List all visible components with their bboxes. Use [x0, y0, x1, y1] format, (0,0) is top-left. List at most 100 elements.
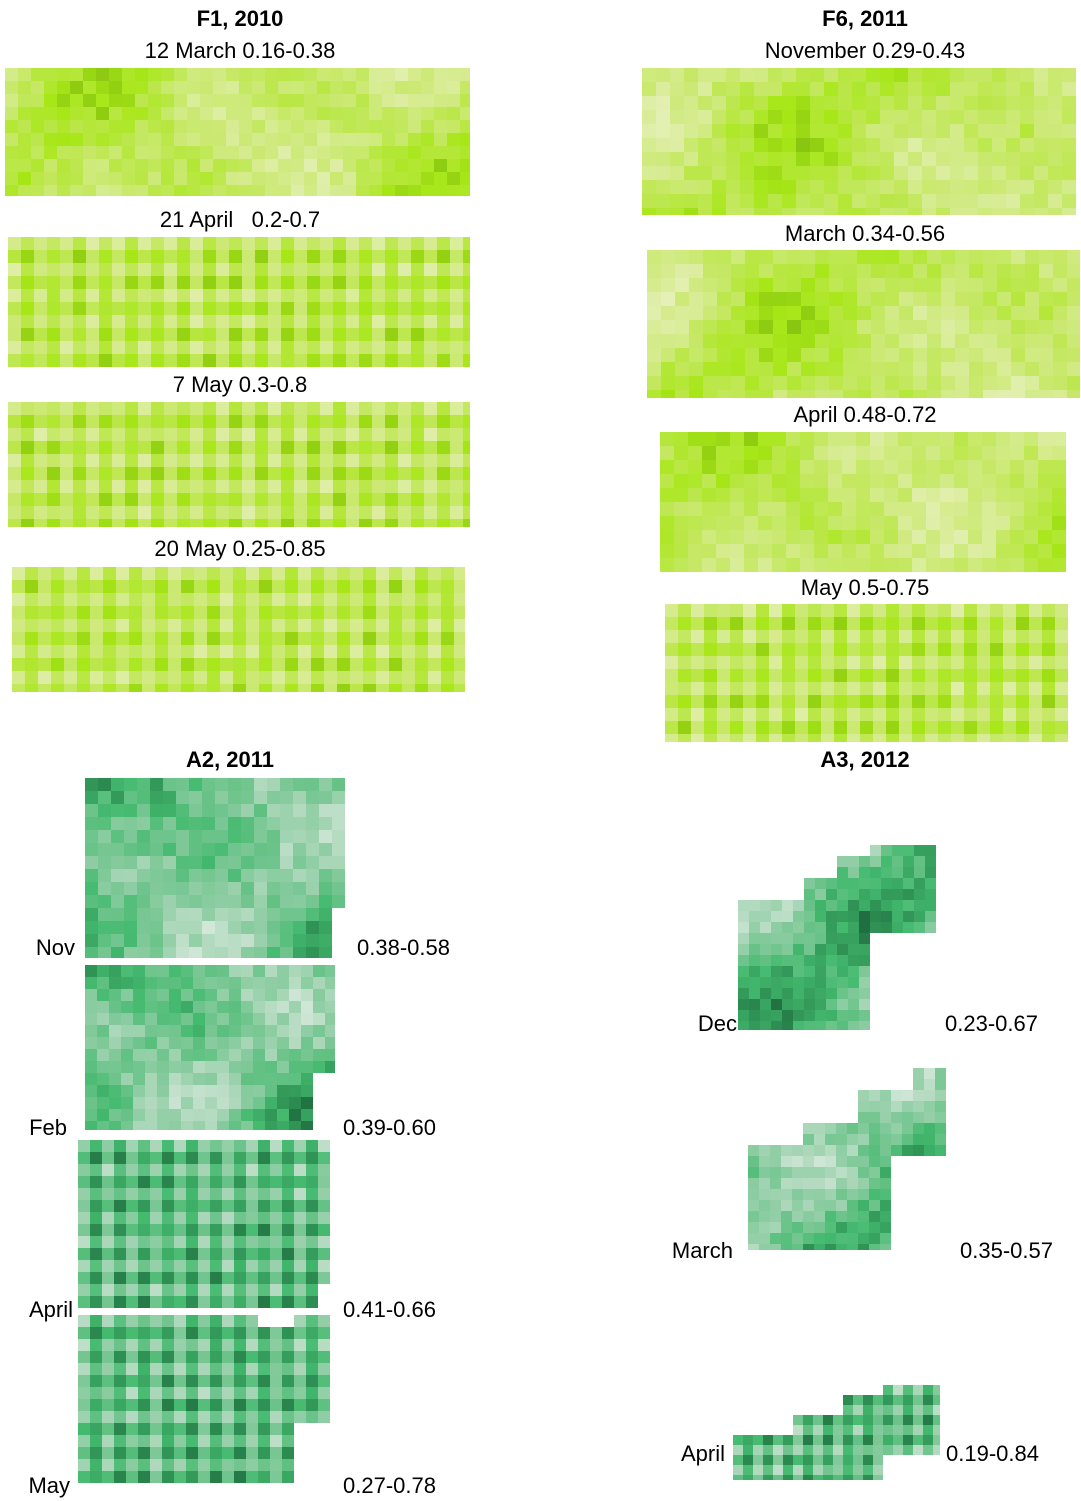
map-cell: [150, 1327, 162, 1339]
map-cell: [411, 237, 424, 250]
map-cell: [109, 1109, 121, 1121]
map-cell: [1025, 292, 1039, 306]
map-cell: [198, 1296, 210, 1308]
map-cell: [215, 843, 228, 856]
map-cell: [744, 432, 758, 446]
map-cell: [234, 1272, 246, 1284]
map-cell: [124, 856, 137, 869]
map-cell: [222, 1188, 234, 1200]
map-cell: [923, 1425, 933, 1435]
map-cell: [783, 1435, 793, 1445]
map-cell: [265, 185, 278, 196]
map-cell: [782, 96, 796, 110]
map-cell: [252, 185, 265, 196]
map-cell: [843, 348, 857, 362]
map-cell: [730, 682, 743, 695]
map-cell: [933, 1425, 940, 1435]
map-cell: [881, 856, 892, 867]
map-cell: [881, 900, 892, 911]
map-cell: [808, 682, 821, 695]
map-cell: [665, 604, 678, 617]
map-cell: [181, 645, 194, 658]
map-cell: [333, 263, 346, 276]
map-cell: [150, 778, 163, 791]
map-cell: [319, 869, 332, 882]
map-cell: [903, 889, 914, 900]
map-cell: [803, 1189, 814, 1200]
map-cell: [293, 791, 306, 804]
map-cell: [34, 493, 47, 506]
map-cell: [242, 415, 255, 428]
map-cell: [678, 656, 691, 669]
map-cell: [1003, 708, 1016, 721]
map-cell: [801, 250, 815, 264]
map-cell: [745, 306, 759, 320]
map-cell: [441, 645, 454, 658]
map-cell: [1010, 446, 1024, 460]
map-cell: [25, 567, 38, 580]
map-cell: [782, 194, 796, 208]
map-cell: [145, 1001, 157, 1013]
map-cell: [753, 1465, 763, 1475]
map-cell: [277, 989, 289, 1001]
map-cell: [135, 146, 148, 159]
map-cell: [51, 658, 64, 671]
map-cell: [821, 734, 834, 742]
map-cell: [359, 289, 372, 302]
map-cell: [109, 989, 121, 1001]
map-cell: [258, 1339, 270, 1351]
map-cell: [77, 632, 90, 645]
map-cell: [142, 658, 155, 671]
map-cell: [978, 96, 992, 110]
map-cell: [894, 152, 908, 166]
map-cell: [740, 208, 754, 215]
map-cell: [85, 921, 98, 934]
map-cell: [411, 263, 424, 276]
map-cell: [996, 474, 1010, 488]
map-cell: [782, 124, 796, 138]
map-cell: [333, 315, 346, 328]
map-cell: [925, 721, 938, 734]
map-cell: [193, 1061, 205, 1073]
map-cell: [372, 506, 385, 519]
map-cell: [814, 1167, 825, 1178]
map-cell: [421, 185, 434, 196]
map-cell: [787, 320, 801, 334]
map-cell: [656, 180, 670, 194]
map-cell: [1011, 264, 1025, 278]
map-cell: [782, 630, 795, 643]
panel-title: A2, 2011: [186, 747, 274, 772]
map-cell: [678, 643, 691, 656]
map-cell: [86, 402, 99, 415]
map-cell: [796, 82, 810, 96]
map-cell: [869, 1101, 880, 1112]
map-cell: [926, 446, 940, 460]
map-cell: [826, 966, 837, 977]
map-cell: [871, 348, 885, 362]
map-label: April 0.48-0.72: [793, 402, 936, 427]
map-cell: [181, 1097, 193, 1109]
map-cell: [189, 934, 202, 947]
map-cell: [463, 302, 470, 315]
map-cell: [265, 1085, 277, 1097]
map-cell: [169, 1037, 181, 1049]
map-cell: [233, 684, 246, 692]
map-cell: [894, 68, 908, 82]
map-cell: [268, 315, 281, 328]
map-cell: [151, 302, 164, 315]
map-cell: [216, 315, 229, 328]
map-cell: [125, 402, 138, 415]
map-cell: [51, 619, 64, 632]
map-cell: [200, 159, 213, 172]
map-cell: [1055, 656, 1068, 669]
map-cell: [730, 516, 744, 530]
map-cell: [758, 474, 772, 488]
map-cell: [1053, 348, 1067, 362]
map-cell: [385, 237, 398, 250]
map-cell: [294, 237, 307, 250]
map-cell: [281, 454, 294, 467]
map-cell: [801, 376, 815, 390]
map-cell: [194, 567, 207, 580]
map-cell: [317, 68, 330, 81]
map-cell: [210, 1363, 222, 1375]
